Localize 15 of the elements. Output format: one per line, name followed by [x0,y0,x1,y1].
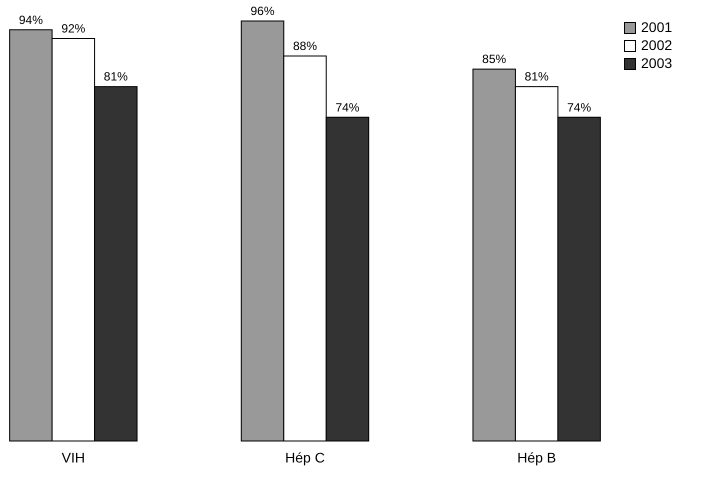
data-label: 74% [567,100,592,114]
data-label: 74% [335,100,360,114]
legend-label: 2003 [641,55,672,71]
x-tick-label: VIH [62,450,86,466]
data-label: 94% [18,12,44,27]
data-label: 92% [61,22,86,36]
data-label: 88% [292,39,318,53]
legend-label: 2001 [641,19,672,35]
data-label: 96% [250,4,275,18]
data-label: 85% [482,52,507,66]
legend-label: 2002 [641,37,672,53]
x-tick-label: Hép B [517,450,556,466]
data-label: 81% [524,70,549,84]
x-tick-label: Hép C [285,450,325,466]
data-label: 81% [104,70,128,84]
